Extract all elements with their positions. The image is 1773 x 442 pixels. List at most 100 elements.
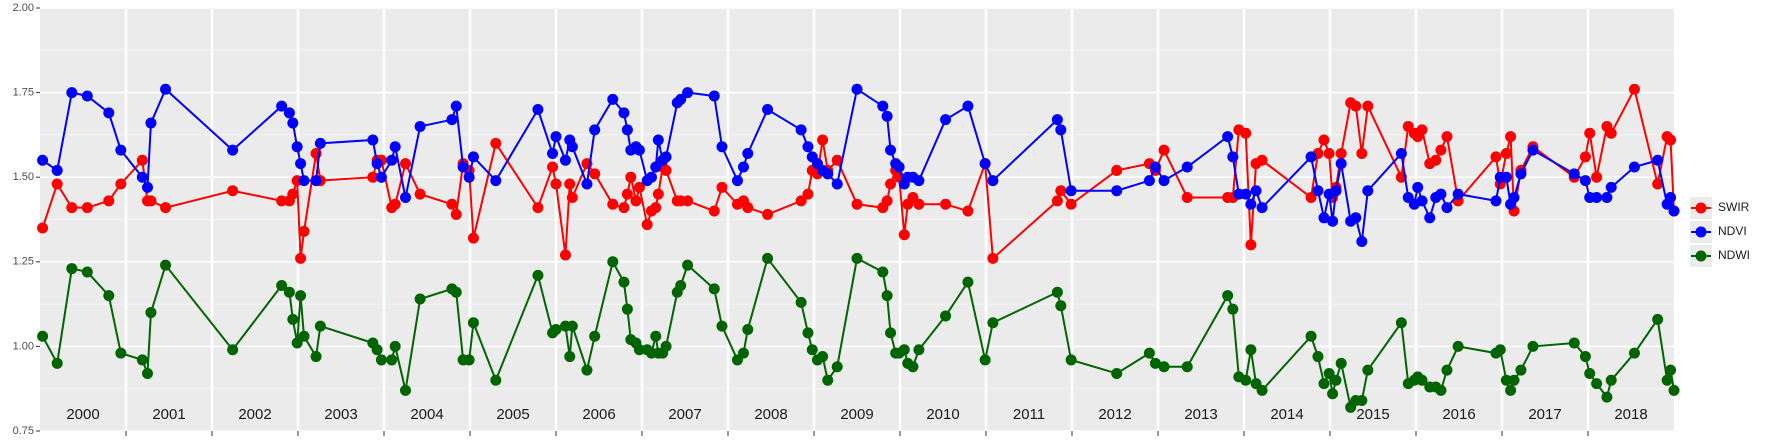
data-point — [1335, 148, 1347, 160]
data-point — [450, 286, 462, 298]
data-point — [145, 307, 157, 319]
data-point — [1661, 374, 1673, 386]
data-point — [1527, 340, 1539, 352]
data-point — [559, 249, 571, 261]
data-point — [881, 290, 893, 302]
data-point — [1065, 354, 1077, 366]
data-point — [1318, 378, 1330, 390]
data-point — [467, 151, 479, 163]
data-point — [633, 344, 645, 356]
data-point — [1245, 344, 1257, 356]
data-point — [66, 202, 78, 214]
data-point — [1362, 185, 1374, 197]
data-point — [1158, 144, 1170, 156]
data-point — [1508, 374, 1520, 386]
data-point — [287, 313, 299, 325]
data-point — [979, 158, 991, 170]
data-point — [1584, 367, 1596, 379]
data-point — [115, 178, 127, 190]
data-point — [877, 100, 889, 112]
legend-point — [1695, 250, 1707, 262]
data-point — [550, 323, 562, 335]
data-point — [641, 219, 653, 231]
data-point — [962, 100, 974, 112]
data-point — [742, 323, 754, 335]
data-point — [1240, 127, 1252, 139]
data-point — [1327, 388, 1339, 400]
data-point — [618, 107, 630, 119]
data-point — [1441, 131, 1453, 143]
data-point — [1305, 330, 1317, 342]
data-point — [1605, 181, 1617, 193]
data-point — [547, 161, 559, 173]
data-point — [566, 192, 578, 204]
data-point — [550, 131, 562, 143]
data-point — [276, 100, 288, 112]
data-point — [227, 344, 239, 356]
data-point — [618, 276, 630, 288]
data-point — [389, 141, 401, 153]
data-point — [1305, 192, 1317, 204]
data-point — [1515, 364, 1527, 376]
data-point — [630, 195, 642, 207]
year-label: 2009 — [840, 406, 873, 423]
data-point — [37, 154, 49, 166]
data-point — [831, 178, 843, 190]
data-point — [1240, 374, 1252, 386]
data-point — [566, 320, 578, 332]
data-point — [298, 175, 310, 187]
data-point — [37, 330, 49, 342]
data-point — [913, 344, 925, 356]
data-point — [806, 344, 818, 356]
data-point — [1149, 357, 1161, 369]
year-label: 2007 — [668, 406, 701, 423]
data-point — [103, 195, 115, 207]
data-point — [1312, 185, 1324, 197]
data-point — [463, 354, 475, 366]
data-point — [708, 205, 720, 217]
data-point — [1395, 148, 1407, 160]
data-point — [389, 340, 401, 352]
data-point — [1591, 378, 1603, 390]
data-point — [550, 178, 562, 190]
data-point — [463, 171, 475, 183]
data-point — [367, 134, 379, 146]
data-point — [652, 188, 664, 200]
data-point — [400, 158, 411, 170]
data-point — [1111, 185, 1123, 197]
data-point — [1065, 185, 1077, 197]
data-point — [1601, 192, 1613, 204]
data-point — [716, 181, 728, 193]
year-label: 2001 — [152, 406, 185, 423]
legend-label: NDVI — [1718, 224, 1747, 238]
data-point — [81, 266, 93, 278]
data-point — [227, 144, 239, 156]
data-point — [446, 114, 458, 126]
data-point — [564, 178, 576, 190]
data-point — [1500, 171, 1512, 183]
data-point — [1240, 188, 1252, 200]
data-point — [103, 290, 115, 302]
data-point — [731, 175, 743, 187]
data-point — [367, 171, 379, 183]
data-point — [559, 154, 571, 166]
data-point — [310, 175, 322, 187]
data-point — [962, 205, 974, 217]
data-point — [1584, 127, 1596, 139]
data-point — [467, 317, 479, 329]
data-point — [716, 320, 728, 332]
data-point — [1508, 192, 1520, 204]
data-point — [633, 144, 645, 156]
data-point — [621, 124, 633, 136]
year-label: 2006 — [582, 406, 615, 423]
data-point — [881, 110, 893, 122]
year-label: 2017 — [1528, 406, 1561, 423]
data-point — [682, 195, 694, 207]
data-point — [1601, 391, 1613, 403]
year-label: 2002 — [238, 406, 271, 423]
data-point — [650, 202, 662, 214]
data-point — [660, 340, 672, 352]
data-point — [400, 384, 411, 396]
data-point — [877, 266, 889, 278]
year-label: 2008 — [754, 406, 787, 423]
